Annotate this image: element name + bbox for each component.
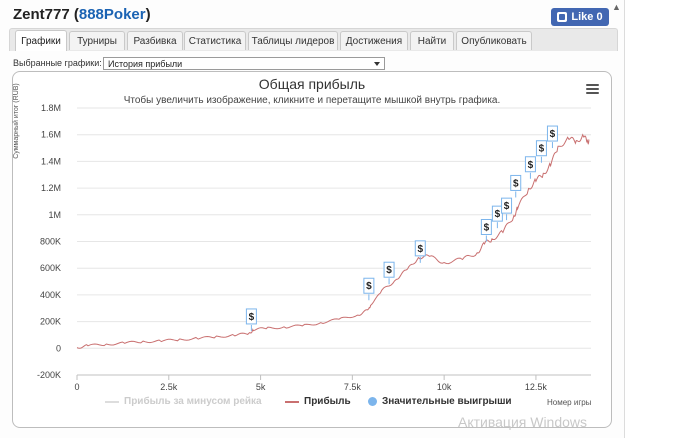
tracker-panel: Zent777 (888Poker) Like 0 ▲ Графики Турн…: [0, 0, 625, 438]
dollar-icon: $: [249, 312, 255, 323]
dollar-icon: $: [417, 244, 423, 255]
tab-leaderboards[interactable]: Таблицы лидеров: [248, 31, 338, 50]
profit-series-line: [76, 133, 590, 349]
site-link[interactable]: 888Poker: [78, 6, 146, 23]
big-win-flag: [501, 197, 513, 214]
big-win-flag: [414, 240, 426, 257]
big-win-flag: [383, 261, 395, 278]
tab-publish[interactable]: Опубликовать: [456, 31, 532, 50]
big-win-flag: [245, 308, 257, 325]
y-tick-label: 600K: [40, 263, 61, 273]
chart-container[interactable]: Общая прибыль Чтобы увеличить изображени…: [12, 71, 612, 428]
big-win-flag: [524, 156, 536, 173]
tab-charts[interactable]: Графики: [15, 30, 67, 51]
chart-select[interactable]: История прибыли: [103, 57, 385, 70]
x-tick-label: 2.5k: [160, 382, 178, 392]
facebook-like-button[interactable]: Like 0: [551, 8, 609, 26]
scroll-up-icon[interactable]: ▲: [612, 2, 621, 12]
dollar-icon: $: [366, 281, 372, 292]
dollar-icon: $: [504, 201, 510, 212]
chevron-down-icon: [374, 62, 380, 66]
legend-line-icon: [105, 400, 119, 403]
y-tick-label: 800K: [40, 237, 61, 247]
tab-search[interactable]: Найти: [410, 31, 454, 50]
windows-activation-watermark: Активация Windows: [458, 414, 588, 430]
dollar-icon: $: [513, 178, 519, 189]
legend-item-big-wins[interactable]: Значительные выигрыши: [368, 396, 512, 407]
page-title: Zent777 (888Poker): [13, 6, 151, 23]
big-win-flag: [510, 174, 522, 191]
legend-dot-icon: [368, 397, 377, 406]
y-tick-label: 400K: [40, 290, 61, 300]
tab-tournaments[interactable]: Турниры: [69, 31, 125, 50]
legend-item-profit[interactable]: Прибыль: [285, 396, 351, 407]
facebook-icon: [557, 12, 568, 22]
x-tick-label: 0: [74, 382, 79, 392]
legend-label-big-wins: Значительные выигрыши: [382, 396, 512, 407]
tab-statistics[interactable]: Статистика: [184, 31, 246, 50]
big-win-flag: [535, 140, 547, 157]
legend-label-profit: Прибыль: [304, 396, 351, 407]
dollar-icon: $: [539, 144, 545, 155]
chart-legend: Прибыль за минусом рейка Прибыль Значите…: [0, 396, 624, 410]
x-tick-label: 5k: [256, 382, 266, 392]
chart-select-value: История прибыли: [108, 59, 183, 69]
y-tick-label: 1M: [48, 210, 61, 220]
y-tick-label: -200K: [37, 370, 61, 380]
x-tick-label: 12.5k: [525, 382, 548, 392]
tab-breakdown[interactable]: Разбивка: [127, 31, 183, 50]
profit-chart-plot[interactable]: -200K 0 200K 400K 600K 800K 1M 1.2M 1.4M 1.6M 1.8M…: [0, 0, 624, 438]
y-tick-label: 1.6M: [41, 130, 61, 140]
like-label: Like 0: [571, 11, 603, 23]
dollar-icon: $: [484, 223, 490, 234]
tab-achievements[interactable]: Достижения: [340, 31, 408, 50]
big-win-flag: [363, 277, 375, 294]
dollar-icon: $: [550, 129, 556, 140]
big-win-flag: [480, 219, 492, 235]
chart-title: Общая прибыль: [258, 76, 366, 92]
dollar-icon: $: [528, 160, 534, 171]
legend-label-net-profit: Прибыль за минусом рейка: [124, 396, 262, 407]
x-axis-label: Номер игры: [547, 398, 592, 407]
legend-line-icon: [285, 400, 299, 403]
chart-menu-icon[interactable]: [586, 84, 599, 94]
big-win-flag: [546, 125, 558, 142]
chart-selector-label: Выбранные графики:: [13, 58, 102, 68]
chart-subtitle: Чтобы увеличить изображение, кликните и …: [123, 95, 501, 106]
y-tick-label: 200K: [40, 317, 61, 327]
y-tick-label: 0: [56, 343, 61, 353]
y-tick-label: 1.8M: [41, 103, 61, 113]
x-tick-label: 7.5k: [344, 382, 362, 392]
legend-item-net-profit[interactable]: Прибыль за минусом рейка: [105, 396, 262, 407]
dollar-icon: $: [386, 265, 392, 276]
y-tick-label: 1.2M: [41, 183, 61, 193]
player-name: Zent777: [13, 6, 70, 23]
big-win-flag: [491, 205, 503, 222]
y-tick-label: 1.4M: [41, 156, 61, 166]
dollar-icon: $: [495, 209, 501, 220]
x-tick-label: 10k: [437, 382, 452, 392]
